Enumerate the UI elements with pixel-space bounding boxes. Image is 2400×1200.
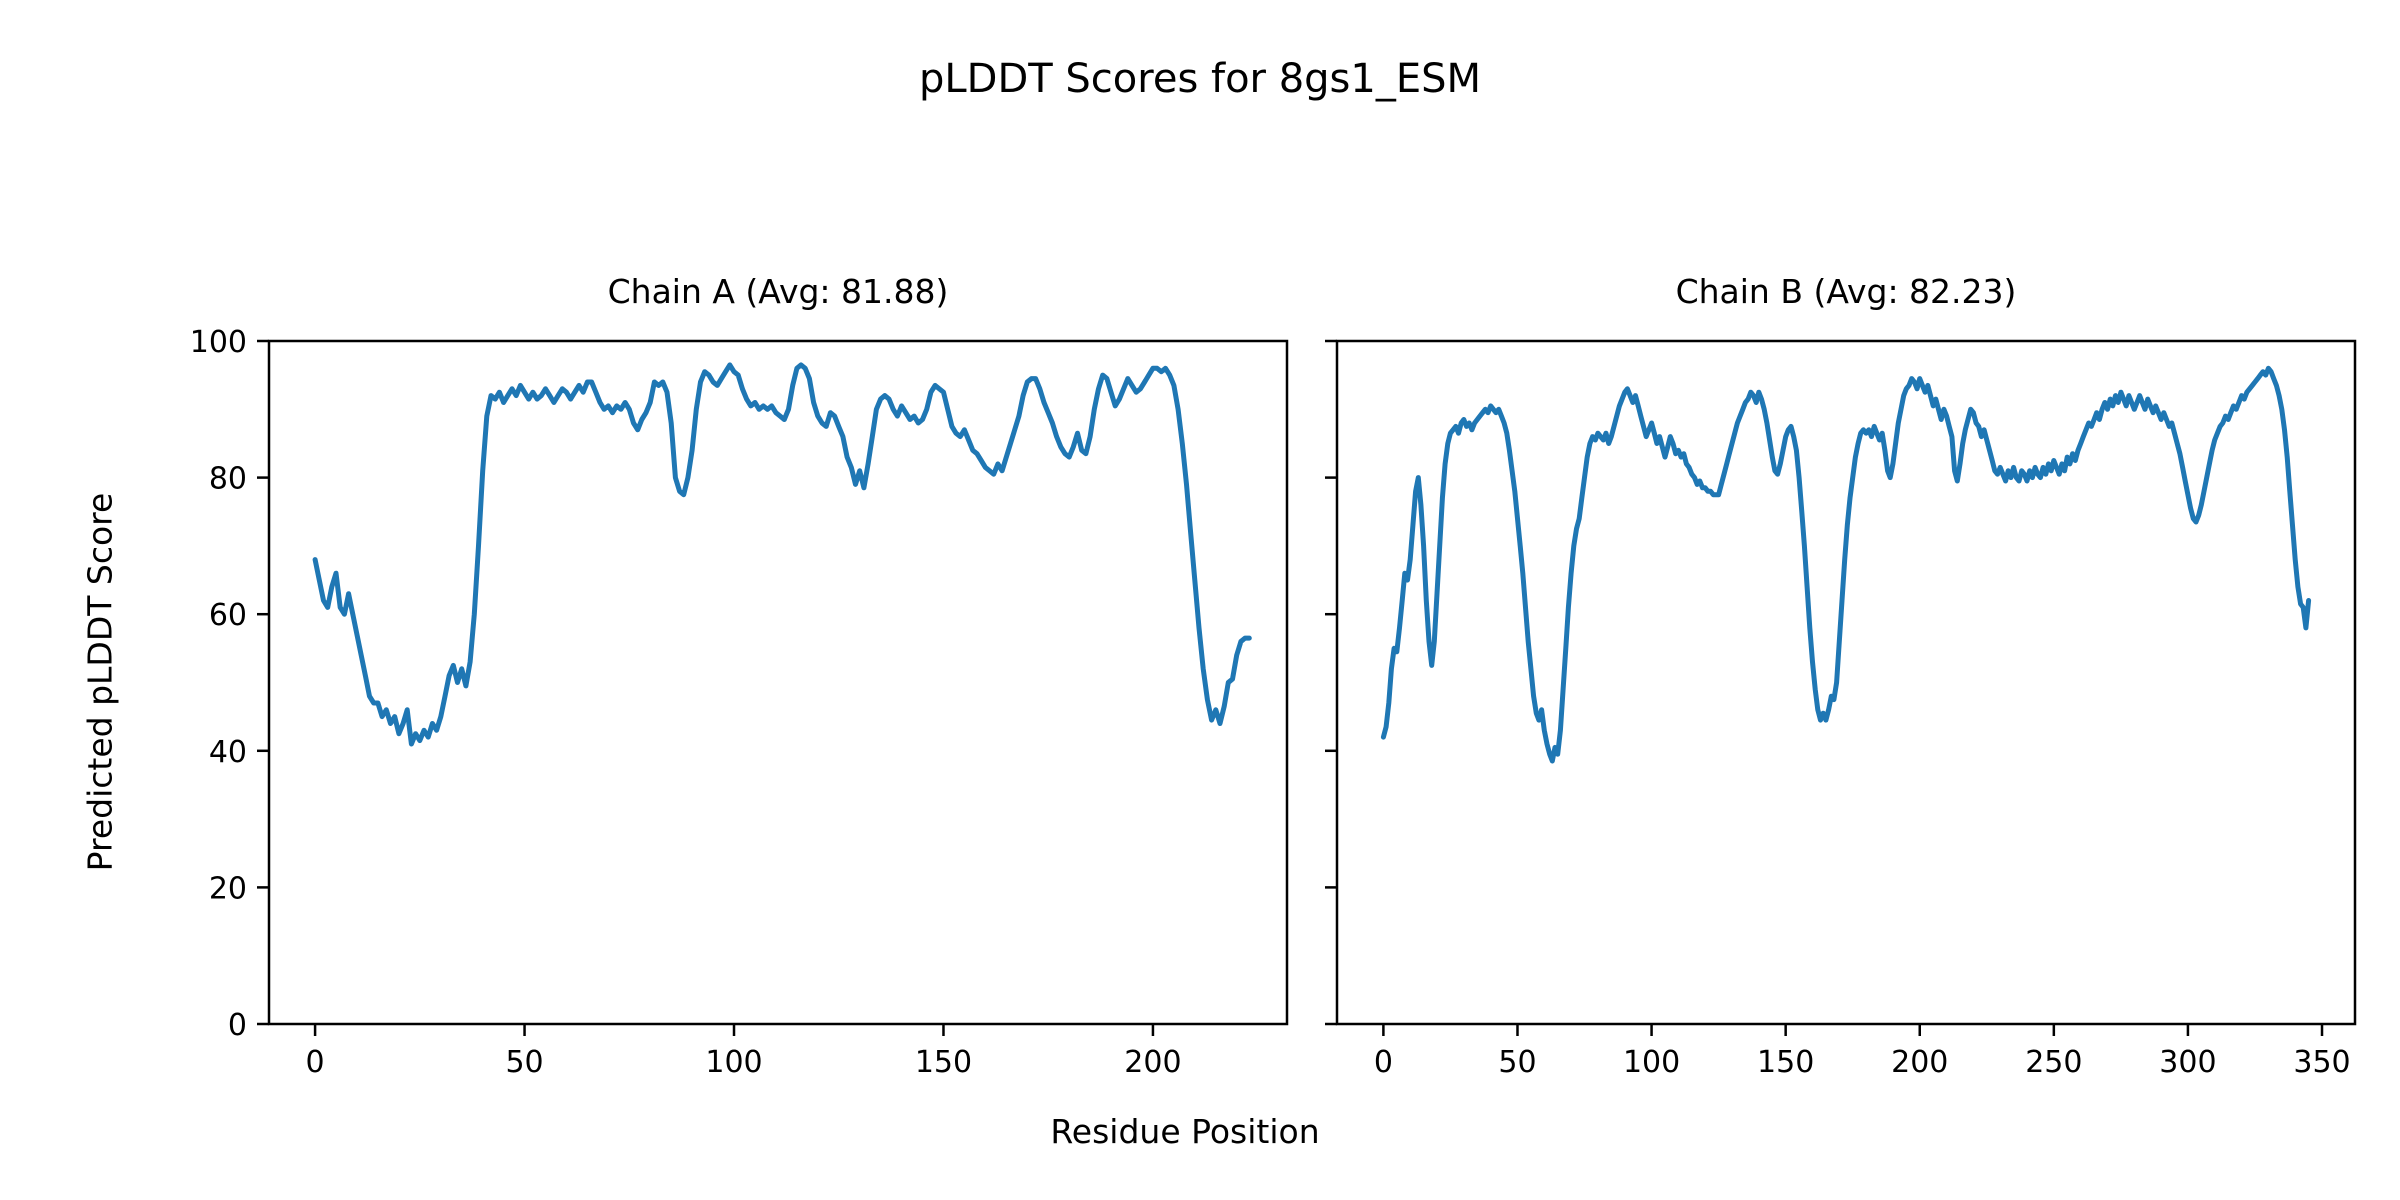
- plddt-line: [312, 362, 1252, 747]
- y-tick-label: 60: [209, 598, 247, 633]
- x-tick-label: 150: [1757, 1045, 1814, 1080]
- x-tick-label: 100: [1623, 1045, 1680, 1080]
- x-tick-label: 250: [2025, 1045, 2082, 1080]
- x-tick-label: 300: [2159, 1045, 2216, 1080]
- y-tick-label: 20: [209, 871, 247, 906]
- y-tick-label: 40: [209, 735, 247, 770]
- x-axis-label: Residue Position: [1050, 1112, 1320, 1151]
- chain-a-title: Chain A (Avg: 81.88): [607, 272, 949, 311]
- x-tick-label: 200: [1124, 1045, 1181, 1080]
- x-tick-label: 0: [1374, 1045, 1393, 1080]
- y-tick-label: 80: [209, 462, 247, 497]
- chain-b-title: Chain B (Avg: 82.23): [1675, 272, 2017, 311]
- plot-spines: [267, 339, 1289, 1026]
- y-tick-label: 0: [228, 1008, 247, 1043]
- x-tick-label: 50: [1498, 1045, 1536, 1080]
- chain-b-plot: 0 50 100 150 200 250 300 350: [1325, 339, 2357, 1080]
- y-axis-label: Predicted pLDDT Score: [80, 492, 120, 872]
- x-tick-label: 0: [306, 1045, 325, 1080]
- x-tick-label: 350: [2293, 1045, 2350, 1080]
- figure-title: pLDDT Scores for 8gs1_ESM: [918, 56, 1482, 102]
- x-tick-label: 100: [705, 1045, 762, 1080]
- x-tick-label: 50: [505, 1045, 543, 1080]
- x-tick-label: 200: [1891, 1045, 1948, 1080]
- y-tick-label: 100: [190, 325, 247, 360]
- plddt-line: [1380, 365, 2312, 764]
- plot-spines: [1335, 339, 2357, 1026]
- x-tick-label: 150: [915, 1045, 972, 1080]
- chain-a-plot: 0 50 100 150 200 0 20 40 60 80 100: [190, 325, 1289, 1080]
